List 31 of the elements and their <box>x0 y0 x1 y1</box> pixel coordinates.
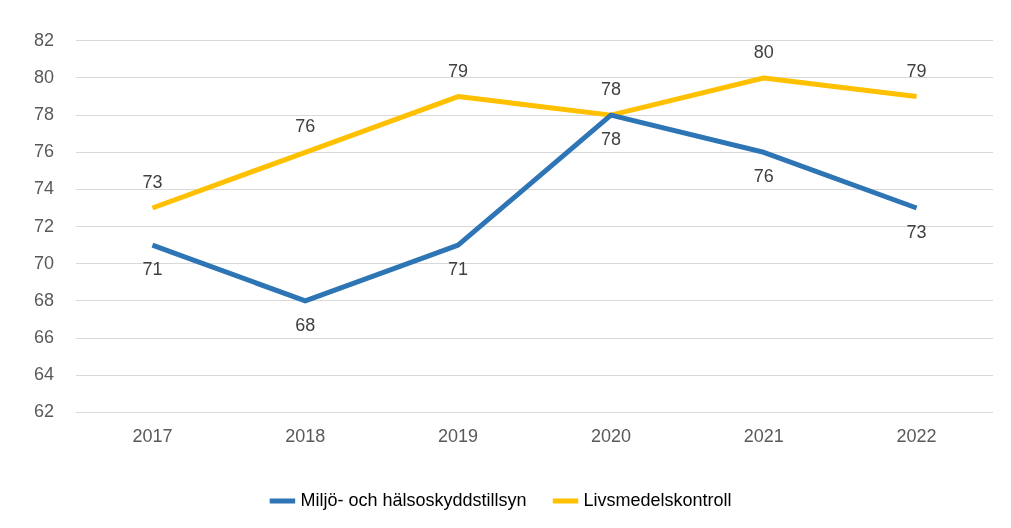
y-tick-label: 64 <box>33 364 55 385</box>
data-label: 76 <box>295 116 316 137</box>
data-label: 73 <box>906 221 927 242</box>
x-tick-label: 2021 <box>743 426 784 447</box>
data-label: 80 <box>753 41 774 62</box>
x-tick-label: 2019 <box>438 426 479 447</box>
data-label: 71 <box>448 259 469 280</box>
data-label: 68 <box>295 314 316 335</box>
y-tick-label: 82 <box>33 29 55 50</box>
legend-label: Livsmedelskontroll <box>583 489 732 510</box>
data-label: 79 <box>448 60 469 81</box>
y-tick-label: 72 <box>33 215 55 236</box>
y-tick-label: 70 <box>33 252 55 273</box>
data-label: 71 <box>142 259 163 280</box>
y-tick-label: 78 <box>33 104 55 125</box>
data-label: 73 <box>142 171 163 192</box>
y-tick-label: 66 <box>33 327 55 348</box>
data-label: 79 <box>906 60 927 81</box>
y-tick-label: 76 <box>33 141 55 162</box>
data-label: 76 <box>753 166 774 187</box>
x-tick-label: 2018 <box>285 426 326 447</box>
x-tick-label: 2022 <box>896 426 937 447</box>
data-label: 78 <box>600 129 621 150</box>
data-label: 78 <box>600 79 621 100</box>
x-tick-label: 2020 <box>590 426 631 447</box>
y-tick-label: 80 <box>33 66 55 87</box>
y-tick-label: 74 <box>33 178 55 199</box>
x-tick-label: 2017 <box>132 426 173 447</box>
legend-label: Miljö- och hälsoskyddstillsyn <box>300 489 527 510</box>
y-tick-label: 68 <box>33 289 55 310</box>
y-tick-label: 62 <box>33 401 55 422</box>
